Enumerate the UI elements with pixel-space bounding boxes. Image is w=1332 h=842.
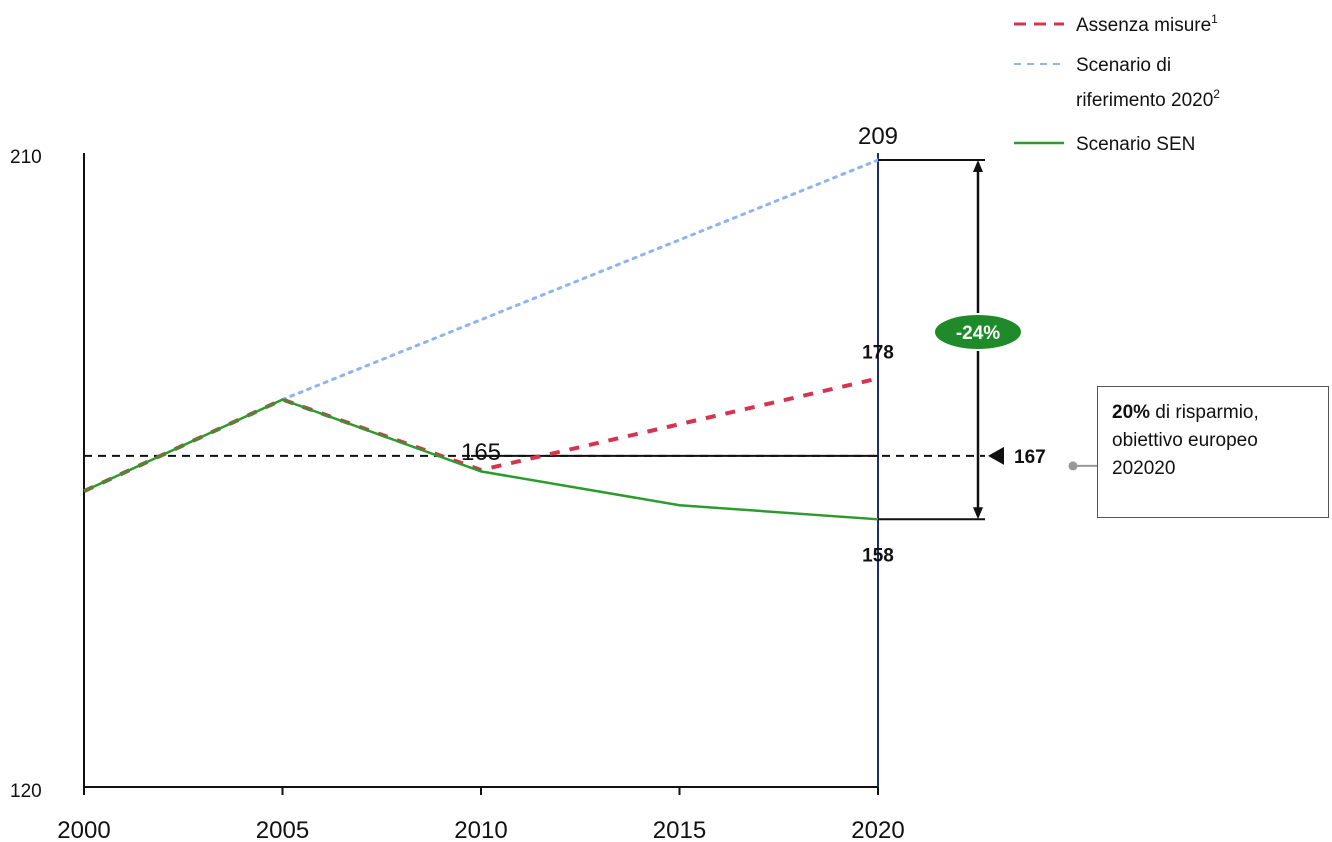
legend: Assenza misure1 Scenario di riferimento … bbox=[1014, 12, 1220, 155]
x-tick-labels: 2000 2005 2010 2015 2020 bbox=[57, 817, 904, 842]
callout-connector-dot bbox=[1068, 461, 1078, 471]
triangle-left-icon bbox=[988, 446, 1004, 465]
series-assenza-misure-line bbox=[83, 376, 879, 493]
x-tick-label-2000: 2000 bbox=[57, 817, 110, 842]
reduction-badge bbox=[933, 313, 1023, 351]
x-tick-label-2015: 2015 bbox=[653, 817, 706, 842]
legend-label-scenario-riferimento-line1: Scenario di bbox=[1076, 55, 1171, 76]
callout-line-2: obiettivo europeo bbox=[1112, 430, 1258, 451]
value-label-167: 167 bbox=[1014, 447, 1046, 468]
callout-line-1: 20% di risparmio, bbox=[1112, 399, 1318, 427]
x-tick-label-2020: 2020 bbox=[851, 817, 904, 842]
callout-line-3: 202020 bbox=[1112, 458, 1176, 479]
legend-label-assenza-misure: Assenza misure1 bbox=[1076, 12, 1218, 36]
y-tick-label-210: 210 bbox=[10, 147, 42, 168]
legend-label-scenario-sen: Scenario SEN bbox=[1076, 134, 1195, 155]
x-ticks bbox=[83, 787, 879, 795]
reduction-badge-label: -24% bbox=[956, 323, 1000, 344]
legend-sup-2: 2 bbox=[1213, 87, 1220, 101]
y-tick-label-120: 120 bbox=[10, 781, 42, 802]
series-scenario-riferimento-line bbox=[281, 158, 880, 402]
x-tick-label-2010: 2010 bbox=[454, 817, 507, 842]
callout-percent: 20% bbox=[1112, 402, 1151, 423]
arrow-up-icon bbox=[973, 160, 983, 173]
arrow-down-icon bbox=[973, 507, 983, 520]
value-label-209: 209 bbox=[858, 123, 898, 150]
callout-line-1-rest: di risparmio, bbox=[1150, 402, 1259, 423]
legend-label-scenario-riferimento-line2: riferimento 20202 bbox=[1076, 87, 1220, 111]
legend-sup-1: 1 bbox=[1211, 12, 1218, 26]
x-tick-label-2005: 2005 bbox=[256, 817, 309, 842]
callout-box: 20% di risparmio, obiettivo europeo 2020… bbox=[1097, 386, 1329, 518]
series-scenario-sen-line bbox=[83, 398, 879, 521]
value-label-178: 178 bbox=[862, 342, 894, 363]
value-label-158: 158 bbox=[862, 545, 894, 566]
value-label-165: 165 bbox=[461, 439, 501, 466]
